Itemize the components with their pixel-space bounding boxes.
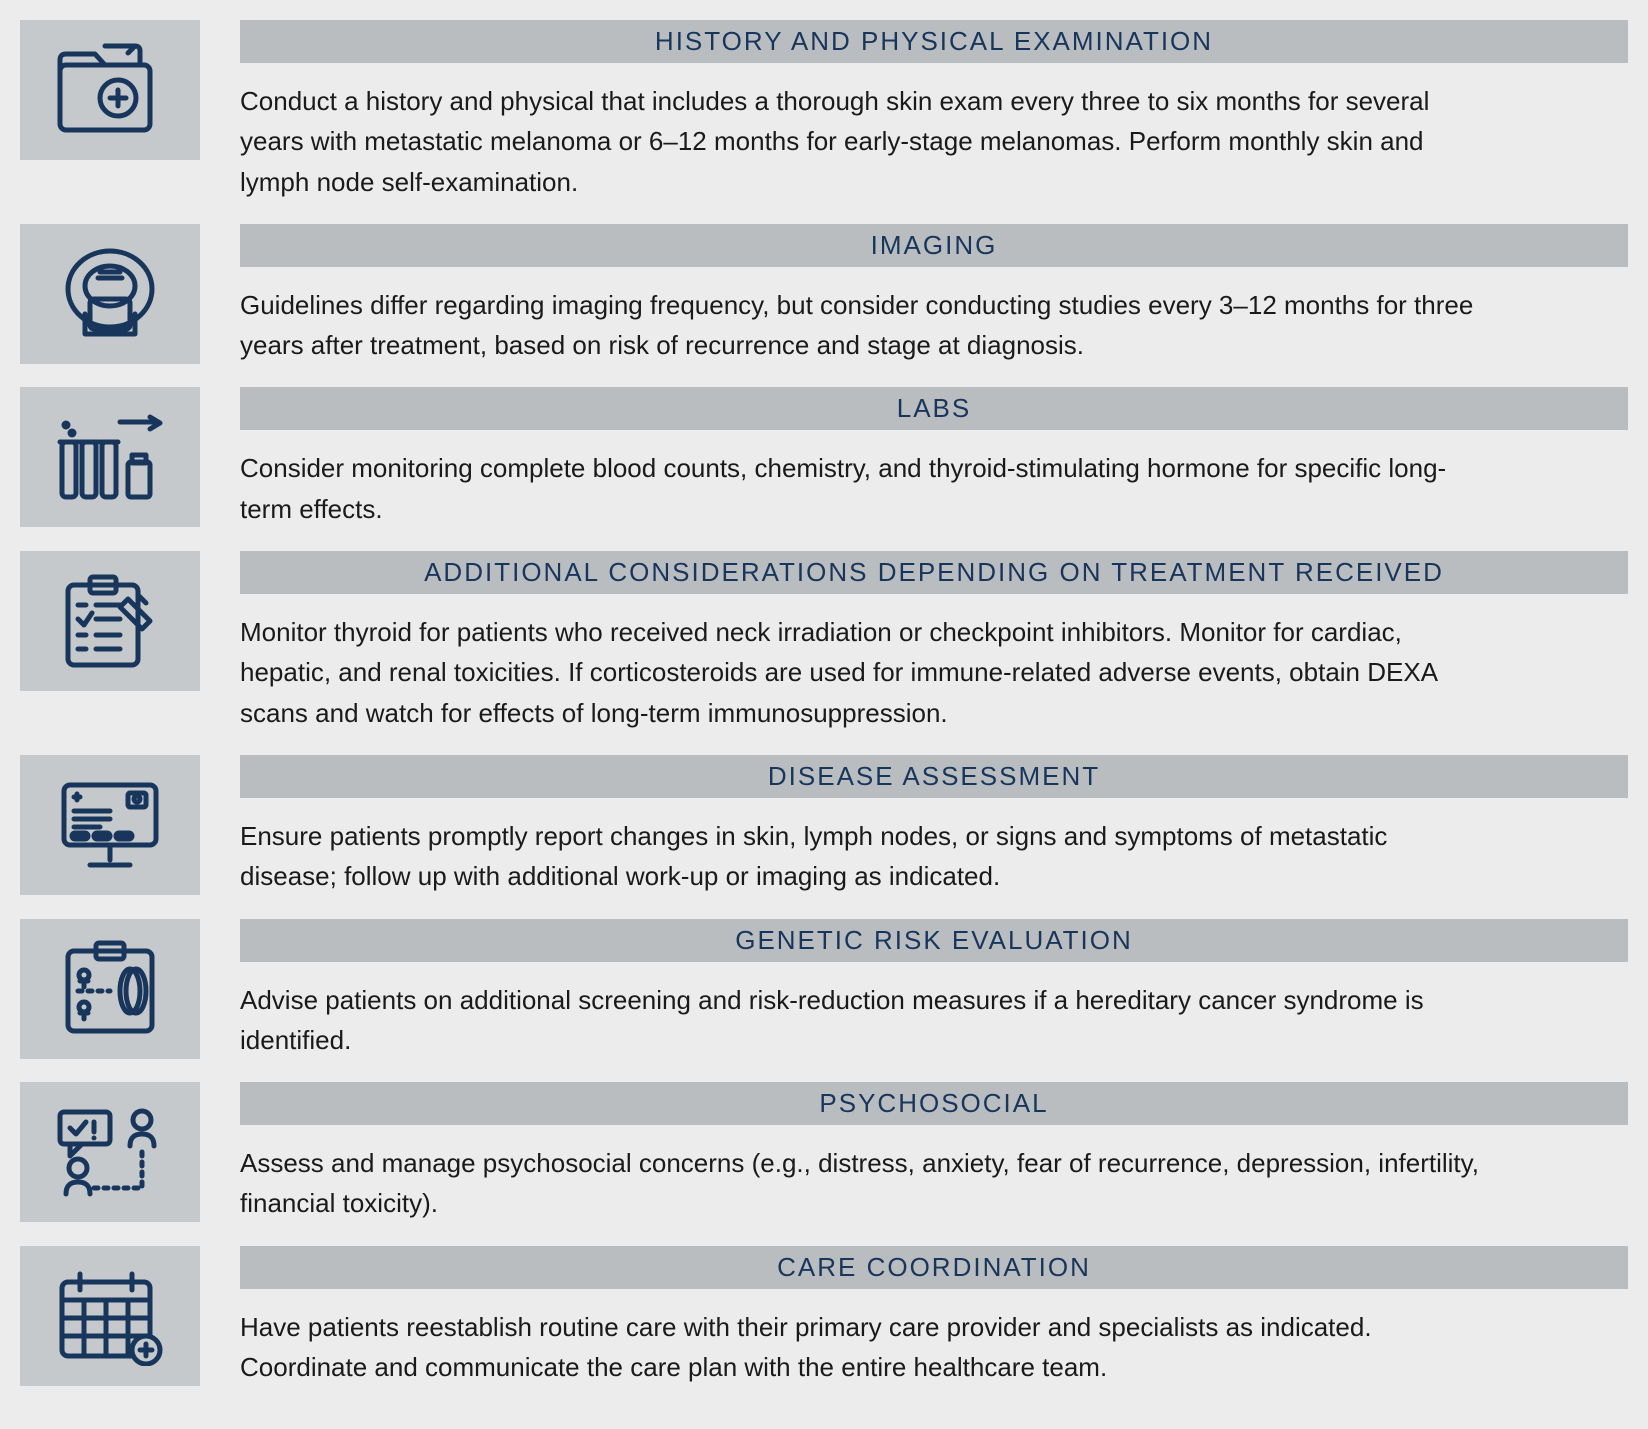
section-body: Have patients reestablish routine care w…	[240, 1307, 1480, 1388]
icon-box	[20, 224, 200, 364]
section-content: DISEASE ASSESSMENT Ensure patients promp…	[240, 755, 1628, 897]
icon-box	[20, 1246, 200, 1386]
conversation-icon	[50, 1102, 170, 1202]
section-body: Consider monitoring complete blood count…	[240, 448, 1480, 529]
section-body: Assess and manage psychosocial concerns …	[240, 1143, 1480, 1224]
section-row: PSYCHOSOCIAL Assess and manage psychosoc…	[20, 1082, 1628, 1224]
section-body: Guidelines differ regarding imaging freq…	[240, 285, 1480, 366]
icon-box	[20, 919, 200, 1059]
section-content: GENETIC RISK EVALUATION Advise patients …	[240, 919, 1628, 1061]
section-row: CARE COORDINATION Have patients reestabl…	[20, 1246, 1628, 1388]
section-body: Monitor thyroid for patients who receive…	[240, 612, 1480, 733]
section-content: LABS Consider monitoring complete blood …	[240, 387, 1628, 529]
section-content: PSYCHOSOCIAL Assess and manage psychosoc…	[240, 1082, 1628, 1224]
lab-tubes-icon	[50, 407, 170, 507]
icon-box	[20, 551, 200, 691]
section-body: Ensure patients promptly report changes …	[240, 816, 1480, 897]
section-heading: ADDITIONAL CONSIDERATIONS DEPENDING ON T…	[240, 551, 1628, 594]
medical-folder-icon	[50, 40, 170, 140]
section-heading: PSYCHOSOCIAL	[240, 1082, 1628, 1125]
section-row: IMAGING Guidelines differ regarding imag…	[20, 224, 1628, 366]
section-row: DISEASE ASSESSMENT Ensure patients promp…	[20, 755, 1628, 897]
section-body: Conduct a history and physical that incl…	[240, 81, 1480, 202]
section-heading: IMAGING	[240, 224, 1628, 267]
section-content: ADDITIONAL CONSIDERATIONS DEPENDING ON T…	[240, 551, 1628, 733]
section-heading: GENETIC RISK EVALUATION	[240, 919, 1628, 962]
calendar-plus-icon	[50, 1266, 170, 1366]
section-heading: CARE COORDINATION	[240, 1246, 1628, 1289]
patient-monitor-icon	[50, 775, 170, 875]
icon-box	[20, 387, 200, 527]
icon-box	[20, 1082, 200, 1222]
section-heading: HISTORY AND PHYSICAL EXAMINATION	[240, 20, 1628, 63]
icon-box	[20, 755, 200, 895]
icon-box	[20, 20, 200, 160]
section-content: IMAGING Guidelines differ regarding imag…	[240, 224, 1628, 366]
section-content: HISTORY AND PHYSICAL EXAMINATION Conduct…	[240, 20, 1628, 202]
section-row: LABS Consider monitoring complete blood …	[20, 387, 1628, 529]
checklist-clipboard-icon	[50, 571, 170, 671]
section-body: Advise patients on additional screening …	[240, 980, 1480, 1061]
section-heading: LABS	[240, 387, 1628, 430]
section-heading: DISEASE ASSESSMENT	[240, 755, 1628, 798]
section-row: ADDITIONAL CONSIDERATIONS DEPENDING ON T…	[20, 551, 1628, 733]
section-row: GENETIC RISK EVALUATION Advise patients …	[20, 919, 1628, 1061]
ct-scanner-icon	[50, 244, 170, 344]
dna-clipboard-icon	[50, 939, 170, 1039]
section-content: CARE COORDINATION Have patients reestabl…	[240, 1246, 1628, 1388]
section-row: HISTORY AND PHYSICAL EXAMINATION Conduct…	[20, 20, 1628, 202]
